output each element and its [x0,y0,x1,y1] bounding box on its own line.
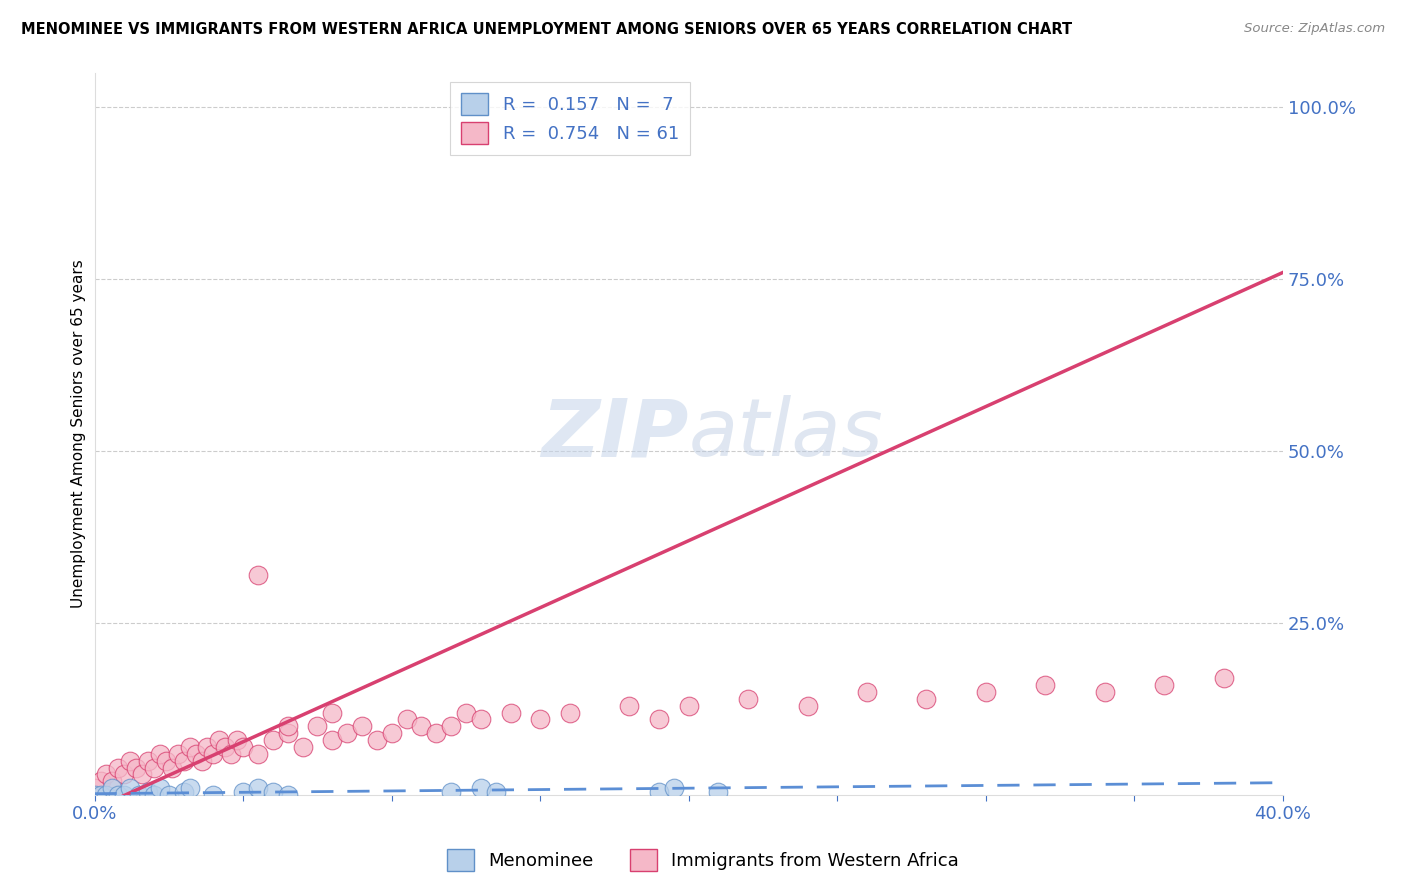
Point [246,781,269,796]
Point [197,739,219,754]
Point [411,719,433,733]
Point [1212,671,1234,685]
Point [83,788,105,802]
Point [856,685,879,699]
Point [246,747,269,761]
Y-axis label: Unemployment Among Seniors over 65 years: Unemployment Among Seniors over 65 years [72,260,86,608]
Point [470,713,492,727]
Point [160,760,183,774]
Point [136,754,159,768]
Point [619,698,641,713]
Point [202,788,225,802]
Legend: Menominee, Immigrants from Western Africa: Menominee, Immigrants from Western Afric… [440,842,966,879]
Point [155,754,177,768]
Point [173,754,195,768]
Point [112,767,135,781]
Point [208,733,231,747]
Point [101,774,124,789]
Point [1094,685,1116,699]
Text: MENOMINEE VS IMMIGRANTS FROM WESTERN AFRICA UNEMPLOYMENT AMONG SENIORS OVER 65 Y: MENOMINEE VS IMMIGRANTS FROM WESTERN AFR… [21,22,1073,37]
Point [120,754,142,768]
Point [232,739,254,754]
Point [395,713,418,727]
Point [470,781,492,796]
Point [321,733,343,747]
Point [678,698,700,713]
Point [707,784,730,798]
Point [529,713,551,727]
Point [143,788,166,802]
Point [136,784,159,798]
Text: atlas: atlas [689,395,883,473]
Point [262,733,284,747]
Point [277,719,299,733]
Point [173,784,195,798]
Point [89,788,111,802]
Point [648,784,671,798]
Point [125,760,148,774]
Point [1153,678,1175,692]
Point [291,739,314,754]
Point [83,781,105,796]
Point [915,691,938,706]
Point [485,784,508,798]
Point [796,698,818,713]
Point [336,726,359,740]
Point [499,706,522,720]
Point [440,784,463,798]
Point [120,781,142,796]
Point [149,781,172,796]
Point [157,788,180,802]
Point [440,719,463,733]
Point [277,788,299,802]
Point [89,774,111,789]
Point [219,747,242,761]
Point [143,760,166,774]
Point [558,706,581,720]
Point [128,788,150,802]
Point [454,706,477,720]
Point [179,781,201,796]
Point [96,788,118,802]
Point [277,726,299,740]
Point [179,739,201,754]
Point [131,767,153,781]
Text: Source: ZipAtlas.com: Source: ZipAtlas.com [1244,22,1385,36]
Point [202,747,225,761]
Point [1033,678,1056,692]
Point [366,733,388,747]
Legend: R =  0.157   N =  7, R =  0.754   N = 61: R = 0.157 N = 7, R = 0.754 N = 61 [450,82,690,155]
Point [101,781,124,796]
Point [96,767,118,781]
Point [232,784,254,798]
Point [107,788,129,802]
Point [662,781,685,796]
Point [425,726,447,740]
Point [107,760,129,774]
Point [184,747,207,761]
Point [214,739,236,754]
Point [974,685,997,699]
Point [112,788,135,802]
Point [307,719,329,733]
Point [166,747,188,761]
Point [190,754,212,768]
Point [321,706,343,720]
Point [350,719,373,733]
Point [381,726,404,740]
Point [648,713,671,727]
Point [737,691,759,706]
Point [262,784,284,798]
Point [226,733,249,747]
Point [246,568,269,582]
Text: ZIP: ZIP [541,395,689,473]
Point [149,747,172,761]
